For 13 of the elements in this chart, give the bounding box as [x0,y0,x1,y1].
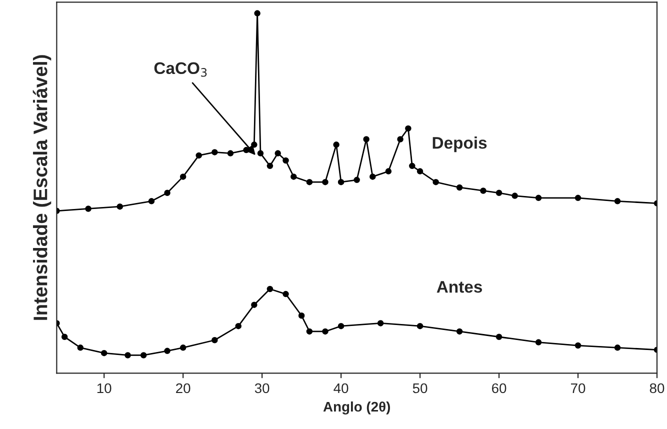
x-tick-label: 60 [492,383,506,394]
x-tick-label: 10 [97,383,112,394]
x-tick-label: 20 [176,383,190,394]
x-tick-label: 40 [334,383,348,394]
x-tick-label: 80 [650,383,664,394]
x-axis-title: Anglo (2θ) [323,401,390,414]
x-tick-label: 30 [254,383,270,394]
x-tick-label: 50 [412,383,428,394]
annotation: CaCO$_{3}$ [154,62,207,77]
series-label: Depois [432,136,487,152]
y-axis-title: Intensidade (Escala Variável) [32,55,52,320]
text: Antes [436,281,482,293]
x-tick-label: 70 [570,383,586,394]
